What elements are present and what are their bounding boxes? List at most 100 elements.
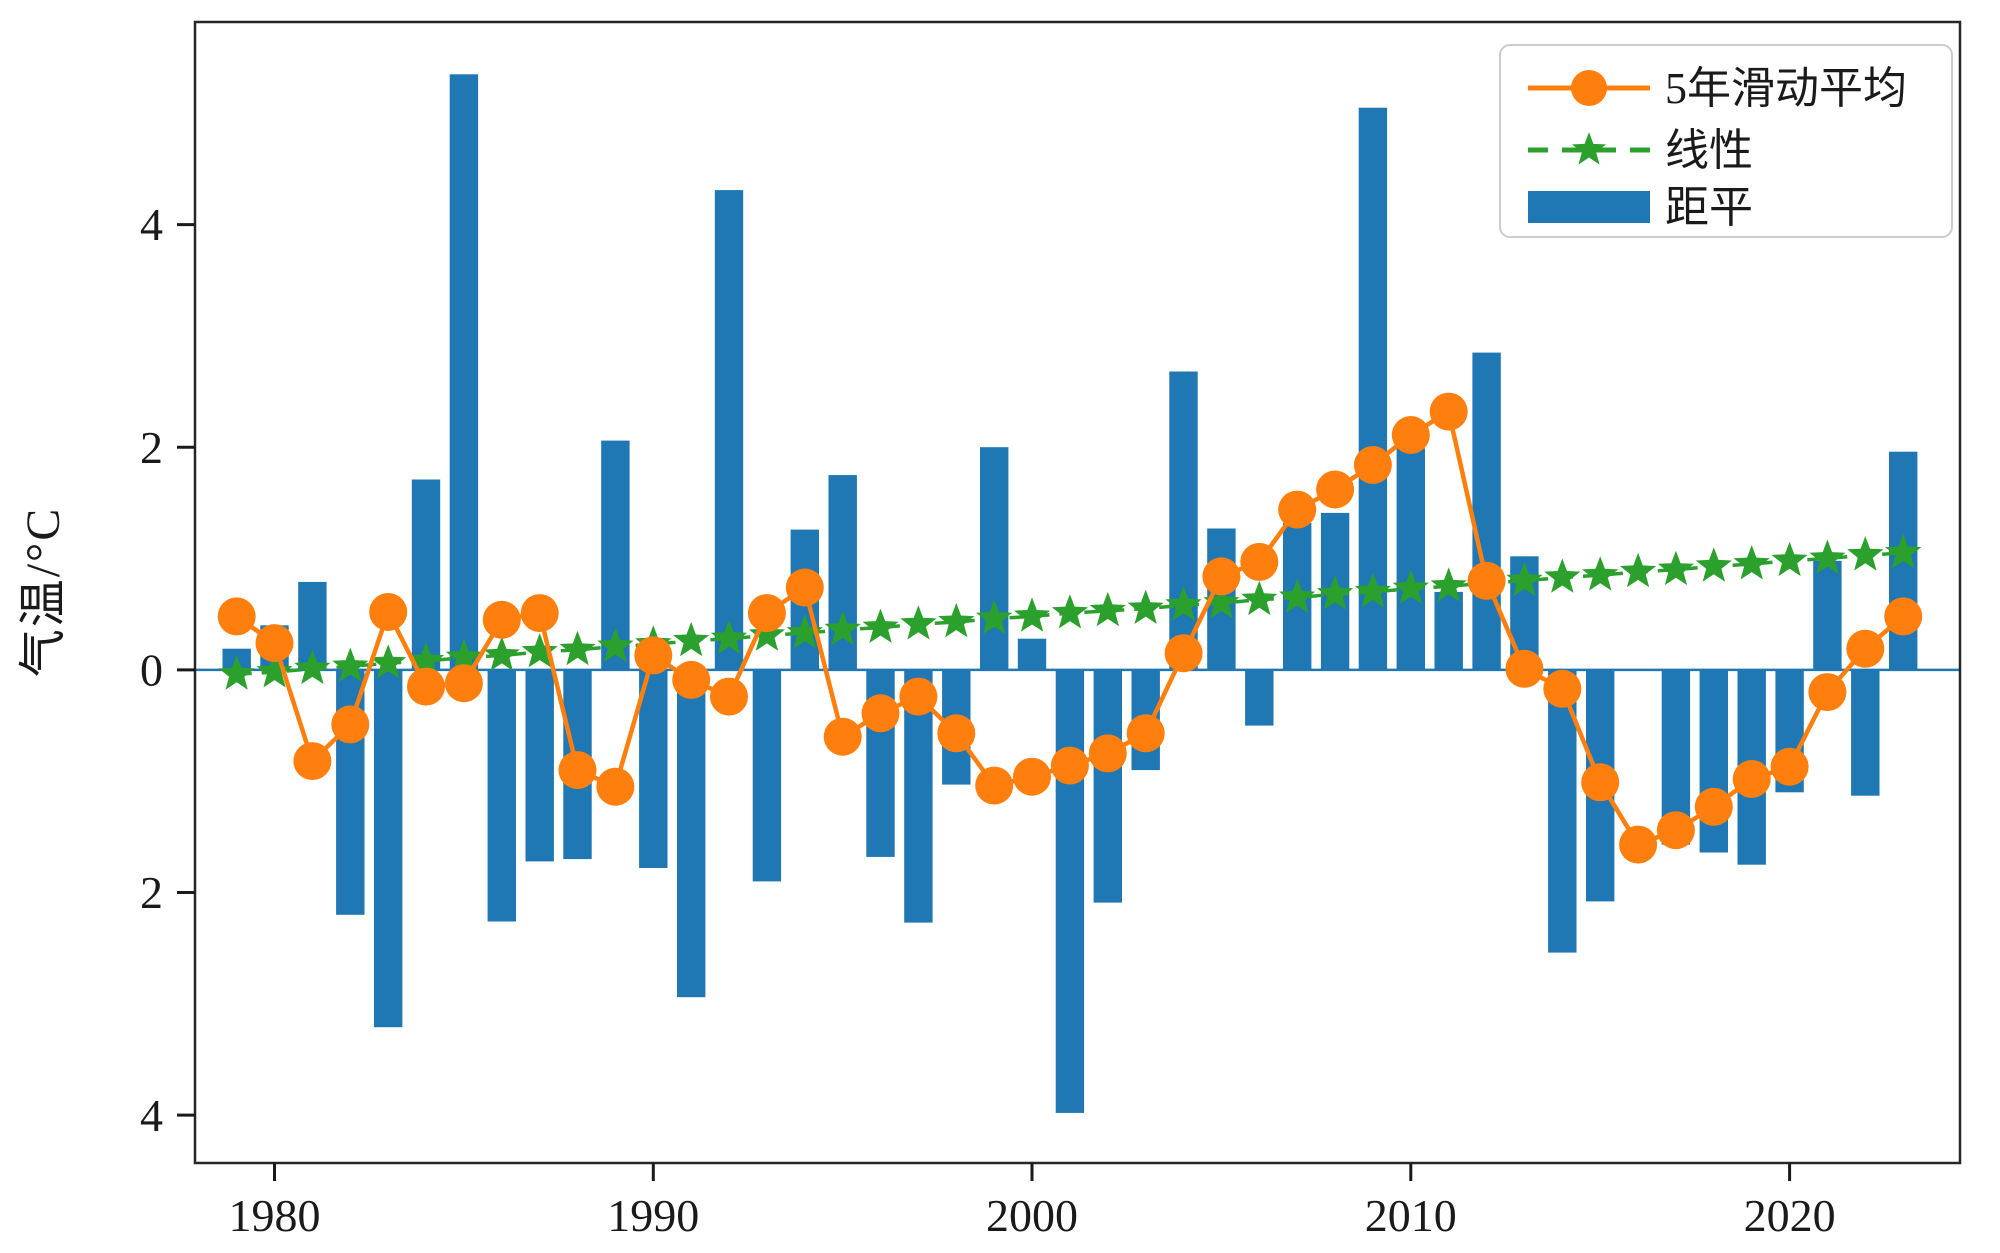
moving-average-marker [1656, 811, 1695, 850]
trend-star-marker [1847, 536, 1884, 571]
anomaly-bar [1396, 448, 1425, 670]
trend-star-marker [1279, 578, 1316, 613]
moving-average-marker [558, 751, 597, 790]
x-axis-tick-label: 2000 [986, 1190, 1078, 1241]
anomaly-bar [1093, 669, 1122, 903]
moving-average-marker [217, 597, 256, 636]
moving-average-marker [1088, 734, 1127, 773]
y-axis-tick-label: 2 [140, 867, 163, 918]
trend-star-marker [294, 649, 331, 685]
moving-average-marker [1619, 825, 1658, 864]
trend-star-marker [786, 614, 823, 649]
moving-average-marker [1505, 649, 1544, 688]
moving-average-marker [1050, 746, 1089, 785]
anomaly-bar [449, 74, 479, 670]
trend-star-marker [1317, 575, 1354, 610]
trend-star-marker [748, 616, 785, 651]
anomaly-bar [828, 475, 857, 670]
moving-average-marker [1126, 714, 1165, 753]
moving-average-marker [1240, 542, 1279, 581]
anomaly-bar [487, 669, 516, 922]
anomaly-bar [1813, 560, 1842, 670]
trend-star-marker [1165, 586, 1202, 621]
trend-star-marker [1051, 594, 1088, 629]
anomaly-bar [1851, 669, 1880, 796]
moving-average-marker [1808, 673, 1847, 712]
trend-star-marker [1203, 584, 1240, 619]
moving-average-marker [1884, 597, 1923, 636]
trend-star-marker [1771, 541, 1808, 577]
anomaly-bar [374, 669, 403, 1028]
anomaly-bar [639, 669, 668, 868]
moving-average-marker [369, 593, 408, 631]
trend-star-marker [1620, 552, 1657, 588]
moving-average-marker [1694, 787, 1733, 826]
trend-star-marker [218, 655, 255, 690]
trend-star-marker [1809, 539, 1846, 574]
trend-star-marker [824, 610, 861, 646]
anomaly-bar [980, 447, 1009, 670]
plot-frame [193, 20, 1962, 1165]
x-axis-tick-label: 2020 [1744, 1190, 1836, 1241]
trend-star-marker [1127, 589, 1164, 624]
trend-star-marker [1014, 597, 1051, 632]
y-axis-tick-label: 2 [140, 422, 163, 473]
moving-average-marker [1770, 747, 1809, 786]
trend-star-marker [1506, 561, 1543, 597]
moving-average-marker [899, 677, 938, 716]
anomaly-bar [752, 669, 782, 882]
moving-average-marker [407, 667, 445, 706]
trend-star-marker [1430, 567, 1467, 602]
trend-star-marker [938, 603, 975, 638]
moving-average-marker [1581, 763, 1620, 802]
y-axis-tick-label: 0 [140, 645, 163, 696]
anomaly-bar [714, 190, 744, 670]
moving-average-marker [634, 636, 673, 675]
legend-item-label: 5年滑动平均 [1665, 64, 1907, 113]
moving-average-marker [672, 660, 711, 699]
moving-average-marker [1543, 669, 1582, 708]
trend-star-marker [445, 638, 482, 673]
anomaly-bar [1017, 638, 1047, 670]
trend-star-marker [1885, 534, 1922, 569]
y-axis-tick-label: 4 [140, 199, 163, 250]
x-axis-tick-label: 1980 [229, 1190, 321, 1241]
trend-star-marker [1544, 558, 1581, 593]
moving-average-marker [520, 594, 559, 633]
moving-average-marker [975, 766, 1014, 805]
moving-average-marker [596, 767, 635, 806]
moving-average-marker [710, 677, 748, 716]
trend-star-marker [256, 653, 293, 688]
trend-star-marker [711, 619, 748, 655]
trend-star-marker [521, 633, 558, 668]
moving-average-marker [785, 568, 824, 607]
moving-average-marker [255, 624, 294, 663]
anomaly-bar [411, 479, 441, 670]
legend-circle-marker [1571, 70, 1607, 106]
trend-star-marker [408, 642, 445, 677]
moving-average-marker [1467, 561, 1506, 600]
trend-star-marker [1354, 572, 1391, 608]
moving-average-marker [331, 705, 370, 744]
legend-star-marker [1571, 132, 1607, 165]
trend-star-marker [673, 621, 710, 657]
moving-average-marker [747, 594, 786, 633]
legend-item-label: 距平 [1665, 183, 1753, 232]
x-axis-tick-label: 2010 [1365, 1190, 1457, 1241]
moving-average-marker [1391, 416, 1430, 454]
trend-star-marker [1582, 556, 1619, 591]
moving-average-marker [1429, 392, 1468, 431]
trend-star-marker [862, 608, 899, 643]
moving-average-marker [444, 664, 483, 703]
trend-star-marker [1733, 545, 1770, 580]
moving-average-marker [1316, 470, 1355, 509]
legend-item-label: 线性 [1665, 126, 1753, 175]
trend-star-marker [1657, 550, 1694, 586]
moving-average-marker [1353, 446, 1392, 484]
trend-star-marker [597, 627, 634, 662]
trend-star-marker [1695, 547, 1732, 582]
trend-star-marker [370, 644, 407, 679]
moving-average-marker [1846, 629, 1885, 668]
moving-average-marker [861, 694, 900, 733]
